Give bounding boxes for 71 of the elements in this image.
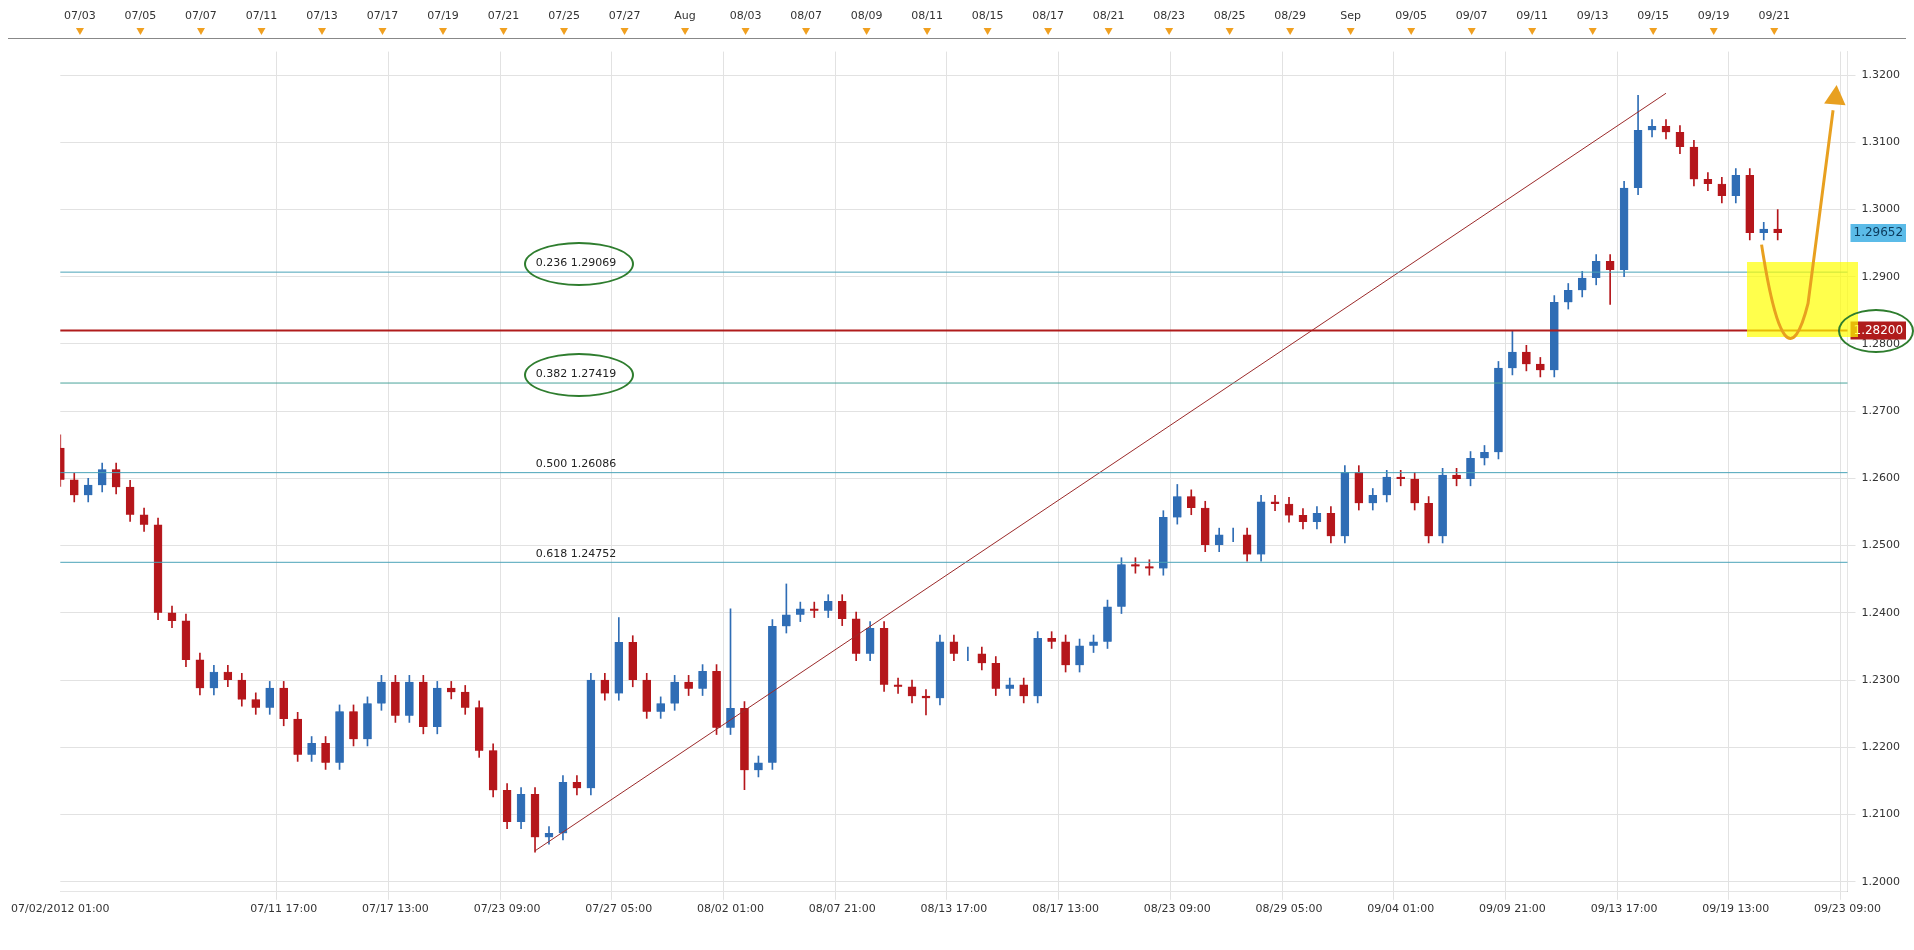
x-tick-label: 09/19 13:00 xyxy=(1702,902,1770,916)
x-tick-label: 09/13 17:00 xyxy=(1590,902,1658,916)
text: 07/11 xyxy=(245,9,278,22)
ref-line-label: 0.236 1.29069 xyxy=(535,256,617,270)
x-tick-label: 08/17 13:00 xyxy=(1032,902,1100,916)
x-tick-label: 08/07 21:00 xyxy=(808,902,876,916)
text: 07/07 xyxy=(185,9,217,22)
text: 07/03 xyxy=(64,9,96,22)
candlestick xyxy=(1396,470,1406,487)
x-tick-label: 08/23 09:00 xyxy=(1143,902,1211,916)
text: 08/15 xyxy=(971,9,1004,22)
candlestick xyxy=(1773,209,1783,241)
text: 08/03 xyxy=(729,9,762,22)
text: 09/13 xyxy=(1576,9,1609,22)
x-tick-label: 08/13 17:00 xyxy=(920,902,988,916)
y-tick-label: 1.2800 xyxy=(1861,336,1901,350)
candlestick xyxy=(1270,494,1280,512)
y-tick-label: 1.2600 xyxy=(1861,471,1901,485)
text: Aug xyxy=(674,9,696,22)
x-tick-label: 07/17 13:00 xyxy=(361,902,429,916)
text: 09/15 xyxy=(1637,9,1670,22)
ref-line-label: 0.500 1.26086 xyxy=(535,457,617,470)
text: 07/25 xyxy=(548,9,580,22)
y-tick-label: 1.3200 xyxy=(1861,67,1901,81)
y-tick-label: 1.2400 xyxy=(1861,605,1901,619)
x-tick-label: 09/04 01:00 xyxy=(1367,902,1435,916)
text: 09/21 xyxy=(1758,9,1791,22)
x-tick-label: 08/29 05:00 xyxy=(1255,902,1323,916)
ref-line-label: 0.382 1.27419 xyxy=(535,367,617,381)
text: 09/07 xyxy=(1455,9,1488,22)
y-tick-label: 1.3100 xyxy=(1861,135,1901,149)
text: 08/09 xyxy=(850,9,883,22)
text: 08/29 xyxy=(1274,9,1306,22)
y-tick-label: 1.3000 xyxy=(1861,202,1901,216)
candlestick xyxy=(1605,254,1615,305)
y-tick-label: 1.2300 xyxy=(1861,672,1901,686)
text: 08/21 xyxy=(1092,9,1125,22)
y-tick-label: 1.2100 xyxy=(1861,807,1901,821)
x-tick-label: 08/02 01:00 xyxy=(697,902,764,916)
text: 08/07 xyxy=(790,9,822,22)
y-tick-label: 1.2200 xyxy=(1861,740,1901,754)
y-tick-label: 1.2000 xyxy=(1861,874,1901,888)
text: 07/27 xyxy=(608,9,641,22)
text: 07/17 xyxy=(366,9,399,22)
text: 08/11 xyxy=(911,9,943,22)
x-tick-label: 07/27 05:00 xyxy=(585,902,653,916)
y-tick-label: 1.2900 xyxy=(1861,269,1901,283)
text: 09/05 xyxy=(1395,9,1428,22)
text: 07/21 xyxy=(487,9,520,22)
candlestick xyxy=(1759,222,1769,241)
x-tick-label: 07/02/2012 01:00 xyxy=(10,902,110,916)
candlestick xyxy=(921,689,931,716)
y-tick-label: 1.2700 xyxy=(1861,404,1901,418)
text: 07/19 xyxy=(427,9,459,22)
text: Sep xyxy=(1340,9,1362,22)
text: 07/05 xyxy=(124,9,157,22)
x-tick-label: 09/23 09:00 xyxy=(1814,902,1881,916)
candlestick xyxy=(446,681,456,700)
ref-line-label: 0.618 1.24752 xyxy=(535,546,617,560)
x-tick-label: 07/11 17:00 xyxy=(250,902,318,916)
x-tick-label: 07/23 09:00 xyxy=(473,902,541,916)
text: 08/25 xyxy=(1213,9,1246,22)
text: 07/13 xyxy=(306,9,338,22)
text: 1.29652 xyxy=(1853,225,1904,240)
text: 08/23 xyxy=(1153,9,1185,22)
text: 08/17 xyxy=(1032,9,1064,22)
text: 09/11 xyxy=(1516,9,1549,22)
text: 09/19 xyxy=(1697,9,1730,22)
y-tick-label: 1.2500 xyxy=(1861,538,1901,552)
x-tick-label: 09/09 21:00 xyxy=(1478,902,1546,916)
candlestick xyxy=(1703,172,1713,192)
